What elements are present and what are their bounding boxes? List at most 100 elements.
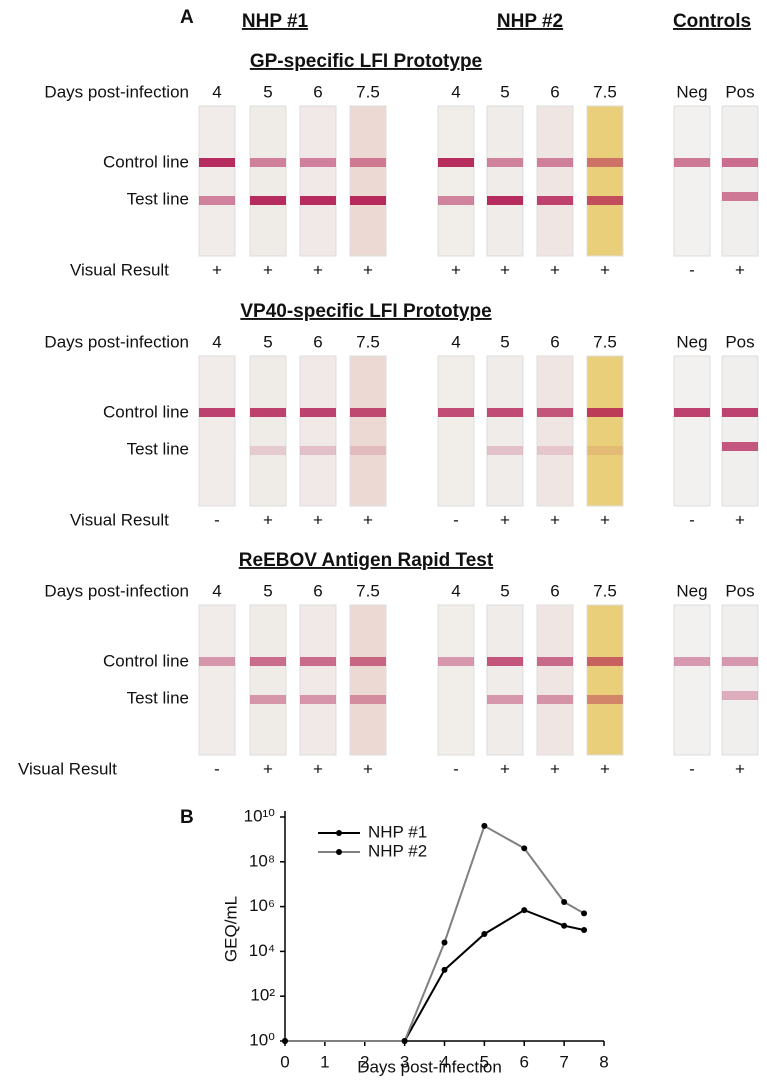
test-band — [300, 446, 336, 455]
visual-result: + — [550, 510, 560, 529]
test-strip — [587, 605, 623, 755]
row-label: Days post-infection — [44, 82, 189, 101]
row-label: Control line — [103, 152, 189, 171]
test-strip — [199, 106, 235, 256]
visual-result: + — [212, 260, 222, 279]
row-label: Test line — [127, 688, 189, 707]
visual-result: + — [263, 759, 273, 778]
visual-result: - — [689, 260, 695, 279]
series-line — [285, 826, 584, 1041]
test-strip — [587, 356, 623, 506]
y-tick-label: 10⁸ — [249, 851, 275, 870]
x-tick-label: 7 — [559, 1052, 568, 1071]
visual-result: + — [363, 260, 373, 279]
data-point — [581, 910, 587, 916]
control-band — [487, 408, 523, 417]
row-label: Control line — [103, 402, 189, 421]
visual-result: + — [600, 759, 610, 778]
day-label: 7.5 — [356, 82, 380, 101]
control-band — [250, 657, 286, 666]
test-band — [722, 192, 758, 201]
control-band — [300, 408, 336, 417]
test-strip — [722, 106, 758, 256]
test-strip — [250, 106, 286, 256]
visual-result: + — [550, 759, 560, 778]
x-tick-label: 0 — [280, 1052, 289, 1071]
control-band — [350, 158, 386, 167]
test-strip — [300, 605, 336, 755]
test-strip — [537, 106, 573, 256]
test-strip — [537, 356, 573, 506]
day-label: 7.5 — [593, 332, 617, 351]
control-band — [350, 657, 386, 666]
visual-result: + — [313, 759, 323, 778]
control-band — [674, 408, 710, 417]
test-strip — [300, 106, 336, 256]
control-band — [487, 158, 523, 167]
test-strip — [722, 605, 758, 755]
test-strip — [487, 356, 523, 506]
test-band — [587, 196, 623, 205]
test-strip — [722, 356, 758, 506]
day-label: 7.5 — [356, 581, 380, 600]
row-label: Test line — [127, 439, 189, 458]
visual-result: - — [689, 510, 695, 529]
control-band — [199, 158, 235, 167]
control-band — [350, 408, 386, 417]
data-point — [442, 939, 448, 945]
panel-label: A — [180, 7, 194, 28]
control-band — [250, 408, 286, 417]
day-label: Neg — [676, 332, 707, 351]
day-label: 5 — [500, 581, 509, 600]
visual-result: - — [453, 510, 459, 529]
day-label: Pos — [725, 332, 754, 351]
visual-result: + — [263, 260, 273, 279]
control-band — [722, 408, 758, 417]
control-band — [674, 657, 710, 666]
data-point — [481, 931, 487, 937]
legend-marker — [336, 849, 342, 855]
visual-result: - — [214, 510, 220, 529]
panel-label: B — [180, 807, 194, 828]
control-band — [587, 657, 623, 666]
visual-result: + — [600, 260, 610, 279]
data-point — [521, 845, 527, 851]
test-band — [487, 196, 523, 205]
visual-result: + — [363, 759, 373, 778]
test-band — [199, 196, 235, 205]
control-band — [537, 657, 573, 666]
test-strip — [350, 106, 386, 256]
test-band — [250, 446, 286, 455]
day-label: 4 — [451, 332, 460, 351]
control-band — [587, 408, 623, 417]
data-point — [561, 899, 567, 905]
test-band — [438, 196, 474, 205]
row-label: Visual Result — [18, 759, 117, 778]
day-label: Neg — [676, 581, 707, 600]
data-point — [402, 1038, 408, 1044]
day-label: 7.5 — [356, 332, 380, 351]
visual-result: + — [263, 510, 273, 529]
row-label: Test line — [127, 189, 189, 208]
day-label: 5 — [500, 332, 509, 351]
control-band — [722, 158, 758, 167]
test-strip — [250, 605, 286, 755]
legend-label: NHP #2 — [368, 841, 427, 860]
visual-result: + — [500, 759, 510, 778]
control-band — [250, 158, 286, 167]
control-band — [300, 158, 336, 167]
data-point — [481, 823, 487, 829]
group-title: NHP #1 — [242, 11, 309, 32]
y-tick-label: 10¹⁰ — [244, 806, 276, 825]
test-strip — [350, 356, 386, 506]
control-band — [722, 657, 758, 666]
y-tick-label: 10⁴ — [249, 941, 275, 960]
test-band — [587, 695, 623, 704]
day-label: 6 — [550, 332, 559, 351]
day-label: 4 — [212, 82, 221, 101]
test-band — [250, 196, 286, 205]
test-band — [537, 196, 573, 205]
data-point — [282, 1038, 288, 1044]
row-label: Visual Result — [70, 510, 169, 529]
visual-result: + — [550, 260, 560, 279]
